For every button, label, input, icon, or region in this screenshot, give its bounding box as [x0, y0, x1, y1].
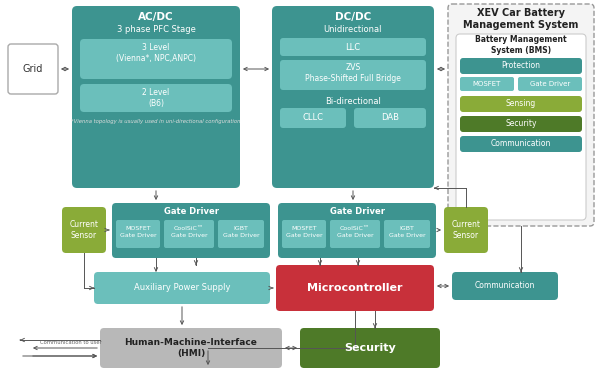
- Text: MOSFET: MOSFET: [473, 81, 501, 87]
- Text: Gate Driver: Gate Driver: [530, 81, 570, 87]
- FancyBboxPatch shape: [276, 265, 434, 311]
- FancyBboxPatch shape: [460, 96, 582, 112]
- Text: Protection: Protection: [502, 61, 541, 70]
- Text: Human-Machine-Interface
(HMI): Human-Machine-Interface (HMI): [125, 338, 257, 358]
- FancyBboxPatch shape: [218, 220, 264, 248]
- FancyBboxPatch shape: [384, 220, 430, 248]
- FancyBboxPatch shape: [460, 58, 582, 74]
- Text: 3 Level
(Vienna*, NPC,ANPC): 3 Level (Vienna*, NPC,ANPC): [116, 43, 196, 63]
- Text: DAB: DAB: [381, 113, 399, 122]
- FancyBboxPatch shape: [460, 136, 582, 152]
- FancyBboxPatch shape: [8, 44, 58, 94]
- Text: Communication to user: Communication to user: [40, 340, 102, 345]
- Text: ZVS
Phase-Shifted Full Bridge: ZVS Phase-Shifted Full Bridge: [305, 63, 401, 83]
- Text: Battery Management
System (BMS): Battery Management System (BMS): [475, 35, 567, 55]
- Text: Bi-directional: Bi-directional: [325, 97, 381, 105]
- Text: Unidirectional: Unidirectional: [324, 25, 382, 33]
- Text: Microcontroller: Microcontroller: [307, 283, 403, 293]
- FancyBboxPatch shape: [300, 328, 440, 368]
- FancyBboxPatch shape: [460, 77, 514, 91]
- FancyBboxPatch shape: [280, 60, 426, 90]
- Text: Grid: Grid: [23, 64, 43, 74]
- Text: AC/DC: AC/DC: [138, 12, 174, 22]
- Text: Security: Security: [505, 119, 537, 128]
- FancyBboxPatch shape: [444, 207, 488, 253]
- Text: CoolSiC™
Gate Driver: CoolSiC™ Gate Driver: [170, 226, 208, 238]
- Text: Communication: Communication: [491, 139, 551, 149]
- Text: Gate Driver: Gate Driver: [163, 207, 218, 216]
- FancyBboxPatch shape: [460, 116, 582, 132]
- Text: 3 phase PFC Stage: 3 phase PFC Stage: [116, 25, 196, 33]
- Text: *Vienna topology is usually used in uni-directional configuration: *Vienna topology is usually used in uni-…: [71, 119, 241, 124]
- FancyBboxPatch shape: [80, 39, 232, 79]
- FancyBboxPatch shape: [330, 220, 380, 248]
- FancyBboxPatch shape: [280, 108, 346, 128]
- FancyBboxPatch shape: [116, 220, 160, 248]
- Text: Current
Sensor: Current Sensor: [70, 220, 98, 240]
- FancyBboxPatch shape: [452, 272, 558, 300]
- Text: IGBT
Gate Driver: IGBT Gate Driver: [223, 226, 259, 238]
- Text: LLC: LLC: [346, 42, 361, 52]
- FancyBboxPatch shape: [354, 108, 426, 128]
- FancyBboxPatch shape: [278, 203, 436, 258]
- Text: CoolSiC™
Gate Driver: CoolSiC™ Gate Driver: [337, 226, 373, 238]
- FancyBboxPatch shape: [72, 6, 240, 188]
- Text: Sensing: Sensing: [506, 100, 536, 108]
- Text: Gate Driver: Gate Driver: [329, 207, 385, 216]
- FancyBboxPatch shape: [80, 84, 232, 112]
- FancyBboxPatch shape: [282, 220, 326, 248]
- Text: XEV Car Battery
Management System: XEV Car Battery Management System: [463, 8, 578, 30]
- FancyBboxPatch shape: [272, 6, 434, 188]
- Text: DC/DC: DC/DC: [335, 12, 371, 22]
- FancyBboxPatch shape: [518, 77, 582, 91]
- Text: Current
Sensor: Current Sensor: [452, 220, 481, 240]
- FancyBboxPatch shape: [280, 38, 426, 56]
- FancyBboxPatch shape: [100, 328, 282, 368]
- FancyBboxPatch shape: [164, 220, 214, 248]
- FancyBboxPatch shape: [62, 207, 106, 253]
- Text: Communication: Communication: [475, 282, 535, 290]
- Text: CLLC: CLLC: [302, 113, 323, 122]
- Text: MOSFET
Gate Driver: MOSFET Gate Driver: [286, 226, 322, 238]
- FancyBboxPatch shape: [456, 34, 586, 220]
- FancyBboxPatch shape: [112, 203, 270, 258]
- Text: IGBT
Gate Driver: IGBT Gate Driver: [389, 226, 425, 238]
- Text: 2 Level
(B6): 2 Level (B6): [142, 88, 170, 108]
- Text: Security: Security: [344, 343, 396, 353]
- FancyBboxPatch shape: [448, 4, 594, 226]
- Text: Auxiliary Power Supply: Auxiliary Power Supply: [134, 283, 230, 293]
- FancyBboxPatch shape: [94, 272, 270, 304]
- Text: MOSFET
Gate Driver: MOSFET Gate Driver: [119, 226, 157, 238]
